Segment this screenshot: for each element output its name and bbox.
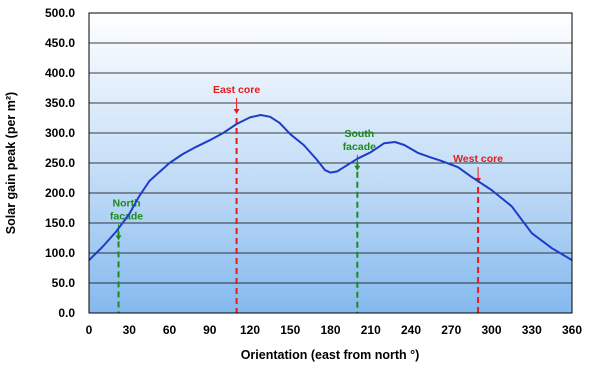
annotation-arrowhead [354,165,361,171]
annotation-label: South facade [343,128,376,153]
plot-border [88,12,573,314]
x-tick-label: 210 [361,323,381,337]
solar-gain-line [88,114,573,262]
y-tick-labels: 0.0 50.0 100.0 150.0 200.0 250.0 300.0 350.0 400… [45,6,75,320]
annotation-label: West core [453,153,503,165]
y-tick-label: 400.0 [45,66,75,80]
x-tick-label: 120 [240,323,260,337]
annotation-arrowhead [115,235,122,241]
x-tick-label: 270 [441,323,461,337]
x-tick-label: 180 [320,323,340,337]
x-tick-label: 30 [123,323,137,337]
series-layer [88,114,573,262]
y-tick-label: 100.0 [45,246,75,260]
annotation-arrowhead [233,109,240,114]
x-tick-label: 330 [522,323,542,337]
x-tick-labels: 0 30 60 90 120 150 180 210 240 270 300 330 360 [86,323,583,337]
x-tick-label: 0 [86,323,93,337]
x-tick-label: 90 [203,323,217,337]
y-tick-label: 200.0 [45,186,75,200]
y-tick-label: 500.0 [45,6,75,20]
y-tick-label: 150.0 [45,216,75,230]
y-tick-label: 50.0 [52,276,76,290]
x-tick-label: 60 [163,323,177,337]
x-tick-label: 150 [280,323,300,337]
x-tick-label: 300 [481,323,501,337]
y-tick-label: 350.0 [45,96,75,110]
gridlines [89,42,572,284]
y-axis-title: Solar gain peak (per m²) [4,92,18,234]
y-tick-label: 0.0 [58,306,75,320]
x-tick-label: 240 [401,323,421,337]
x-tick-label: 360 [562,323,582,337]
y-tick-label: 450.0 [45,36,75,50]
y-tick-label: 300.0 [45,126,75,140]
x-axis-title: Orientation (east from north °) [241,348,420,362]
y-tick-label: 250.0 [45,156,75,170]
annotation-label: East core [213,84,260,96]
